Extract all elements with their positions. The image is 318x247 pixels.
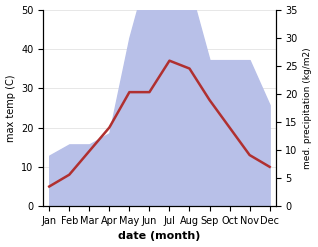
Y-axis label: med. precipitation (kg/m2): med. precipitation (kg/m2) xyxy=(303,47,313,169)
Y-axis label: max temp (C): max temp (C) xyxy=(5,74,16,142)
X-axis label: date (month): date (month) xyxy=(118,231,201,242)
